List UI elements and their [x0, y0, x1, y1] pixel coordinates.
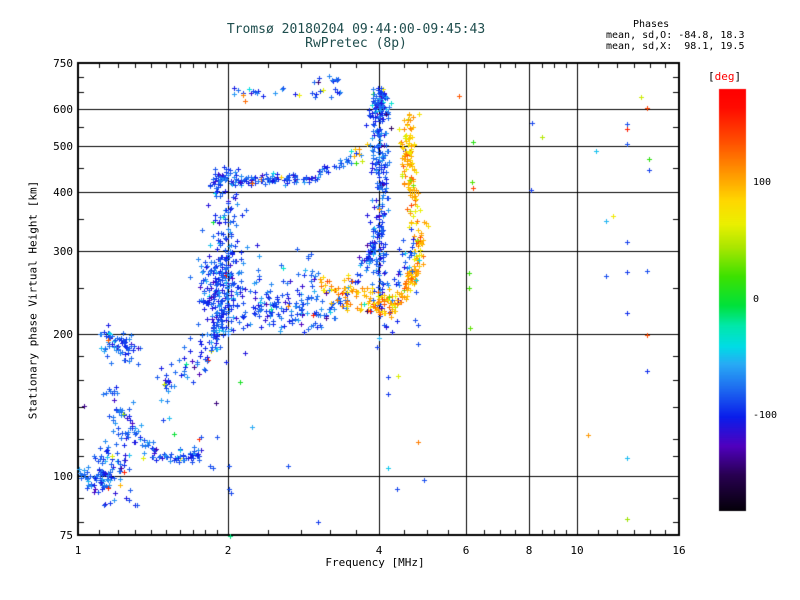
y-tick-label: 200 — [53, 328, 73, 341]
phases-mean-sd-o: mean, sd,O: -84.8, 18.3 — [606, 30, 745, 41]
colorbar-tick-label: -100 — [753, 410, 778, 421]
colorbar-unit-label: [deg] — [708, 70, 742, 83]
colorbar-tick-label: 100 — [753, 177, 772, 188]
x-axis-label: Frequency [MHz] — [325, 556, 425, 569]
x-tick-label: 8 — [525, 544, 533, 557]
x-tick-label: 4 — [375, 544, 383, 557]
y-tick-label: 500 — [53, 140, 73, 153]
plot-title: Tromsø 20180204 09:44:00-09:45:43 — [226, 22, 486, 37]
y-axis-label: Stationary phase Virtual Height [km] — [26, 180, 40, 420]
x-tick-label: 1 — [74, 544, 82, 557]
x-tick-label: 16 — [672, 544, 686, 557]
x-tick-label: 6 — [462, 544, 470, 557]
y-tick-label: 600 — [53, 103, 73, 116]
phases-legend-heading: Phases — [633, 19, 670, 30]
y-tick-label: 100 — [53, 470, 73, 483]
y-tick-label: 750 — [53, 57, 73, 70]
x-tick-label: 10 — [570, 544, 584, 557]
y-tick-label: 300 — [53, 245, 73, 258]
y-tick-label: 75 — [59, 529, 73, 542]
phases-mean-sd-x: mean, sd,X: 98.1, 19.5 — [606, 41, 745, 52]
plot-subtitle: RwPretec (8p) — [305, 36, 407, 51]
x-tick-label: 2 — [224, 544, 232, 557]
y-tick-label: 400 — [53, 186, 73, 199]
colorbar-tick-label: 0 — [753, 294, 760, 305]
